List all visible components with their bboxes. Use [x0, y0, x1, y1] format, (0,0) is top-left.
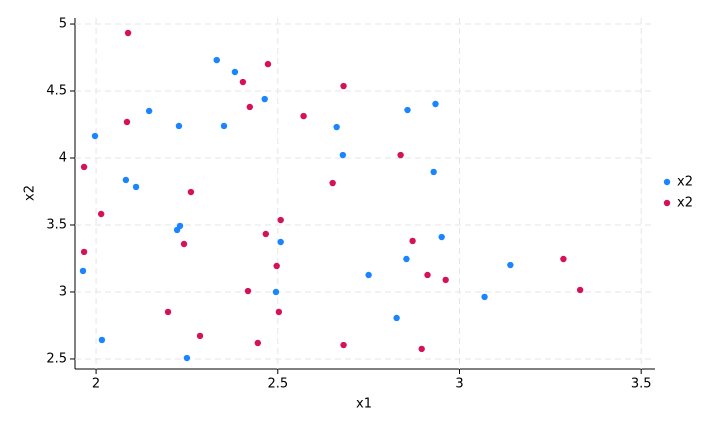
point: [79, 267, 87, 275]
point: [404, 106, 411, 114]
point: [187, 188, 195, 196]
y-tick-label: 4: [59, 150, 67, 165]
point: [244, 287, 252, 295]
point: [183, 354, 191, 362]
point: [275, 308, 283, 316]
y-tick-label: 3: [59, 284, 67, 299]
point: [576, 286, 584, 294]
y-tick-label: 2.5: [46, 351, 67, 366]
legend-marker: [663, 199, 671, 207]
legend-marker: [663, 178, 671, 186]
point: [196, 332, 204, 340]
point: [264, 60, 272, 68]
point: [393, 314, 400, 322]
point: [273, 262, 280, 270]
y-tick-label: 3.5: [46, 217, 67, 232]
x-tick-label: 2: [92, 377, 100, 392]
point: [213, 56, 220, 64]
point: [98, 336, 106, 344]
point: [254, 339, 261, 347]
point: [277, 238, 284, 246]
point: [403, 255, 410, 263]
point: [365, 271, 372, 279]
point: [340, 82, 347, 90]
point: [122, 176, 130, 184]
point: [80, 163, 88, 171]
point: [300, 112, 307, 120]
point: [438, 233, 445, 241]
legend-label: x2: [677, 175, 693, 190]
point: [272, 288, 280, 296]
point: [145, 107, 153, 115]
point: [329, 179, 336, 187]
point: [339, 151, 347, 159]
point: [80, 248, 88, 256]
point: [560, 255, 567, 263]
point: [231, 68, 239, 76]
point: [340, 341, 347, 349]
point: [180, 240, 188, 248]
point: [333, 123, 340, 131]
point: [418, 345, 425, 353]
point: [132, 183, 140, 191]
x-tick-label: 3.5: [631, 377, 652, 392]
point: [173, 226, 181, 234]
point: [262, 230, 269, 238]
point: [507, 261, 514, 269]
point: [220, 122, 228, 130]
point: [91, 132, 99, 140]
point: [430, 168, 437, 176]
y-tick-label: 4.5: [46, 84, 67, 99]
point: [239, 78, 247, 86]
point: [409, 237, 416, 245]
x-tick-label: 3: [455, 377, 463, 392]
point: [246, 103, 253, 111]
point: [261, 95, 268, 103]
x-axis-label: x1: [356, 397, 372, 412]
y-tick-label: 5: [59, 17, 67, 32]
point: [164, 308, 172, 316]
point: [124, 29, 132, 37]
point: [481, 293, 488, 301]
point: [397, 151, 404, 159]
point: [277, 216, 284, 224]
point: [123, 118, 131, 126]
y-axis-label: x2: [23, 185, 38, 201]
point: [97, 210, 105, 218]
point: [424, 271, 431, 279]
point: [442, 276, 449, 284]
legend-label: x2: [677, 196, 693, 211]
point: [175, 122, 183, 130]
point: [432, 100, 439, 108]
x-tick-label: 2.5: [267, 377, 288, 392]
